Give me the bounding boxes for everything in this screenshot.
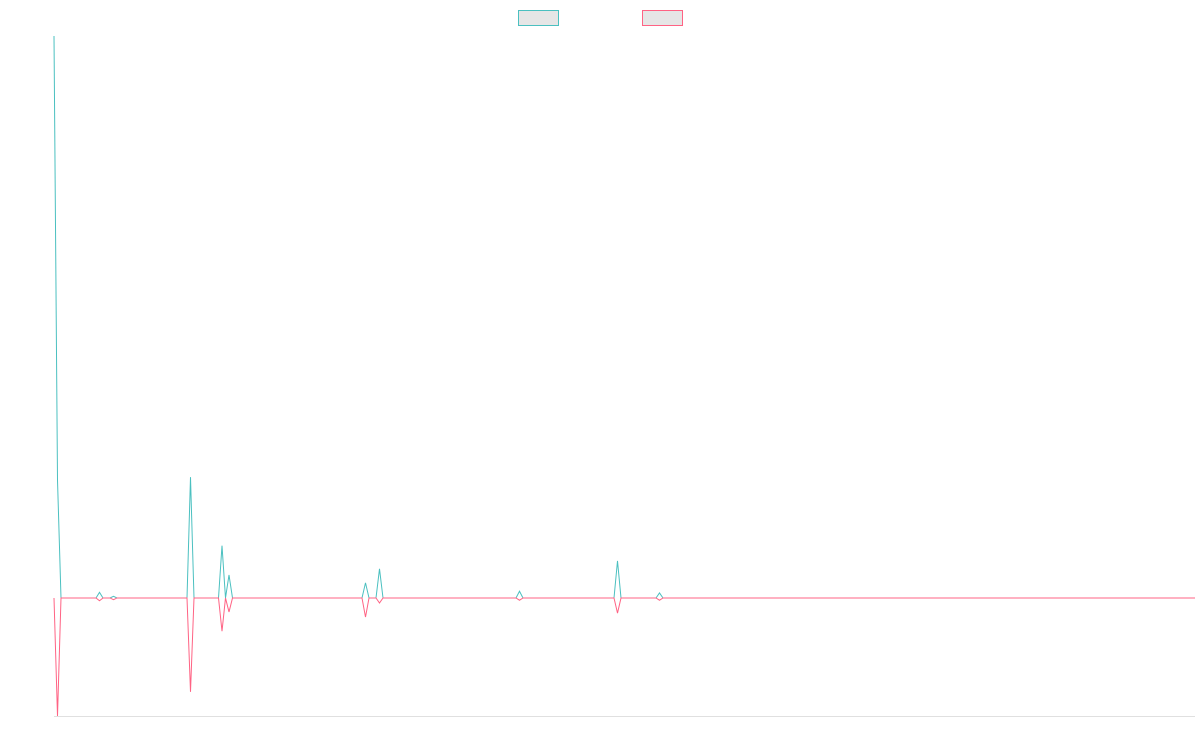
legend-swatch[interactable] [642,10,683,26]
line-series [53,597,1195,717]
line-series [53,35,1195,599]
legend-swatch[interactable] [518,10,559,26]
